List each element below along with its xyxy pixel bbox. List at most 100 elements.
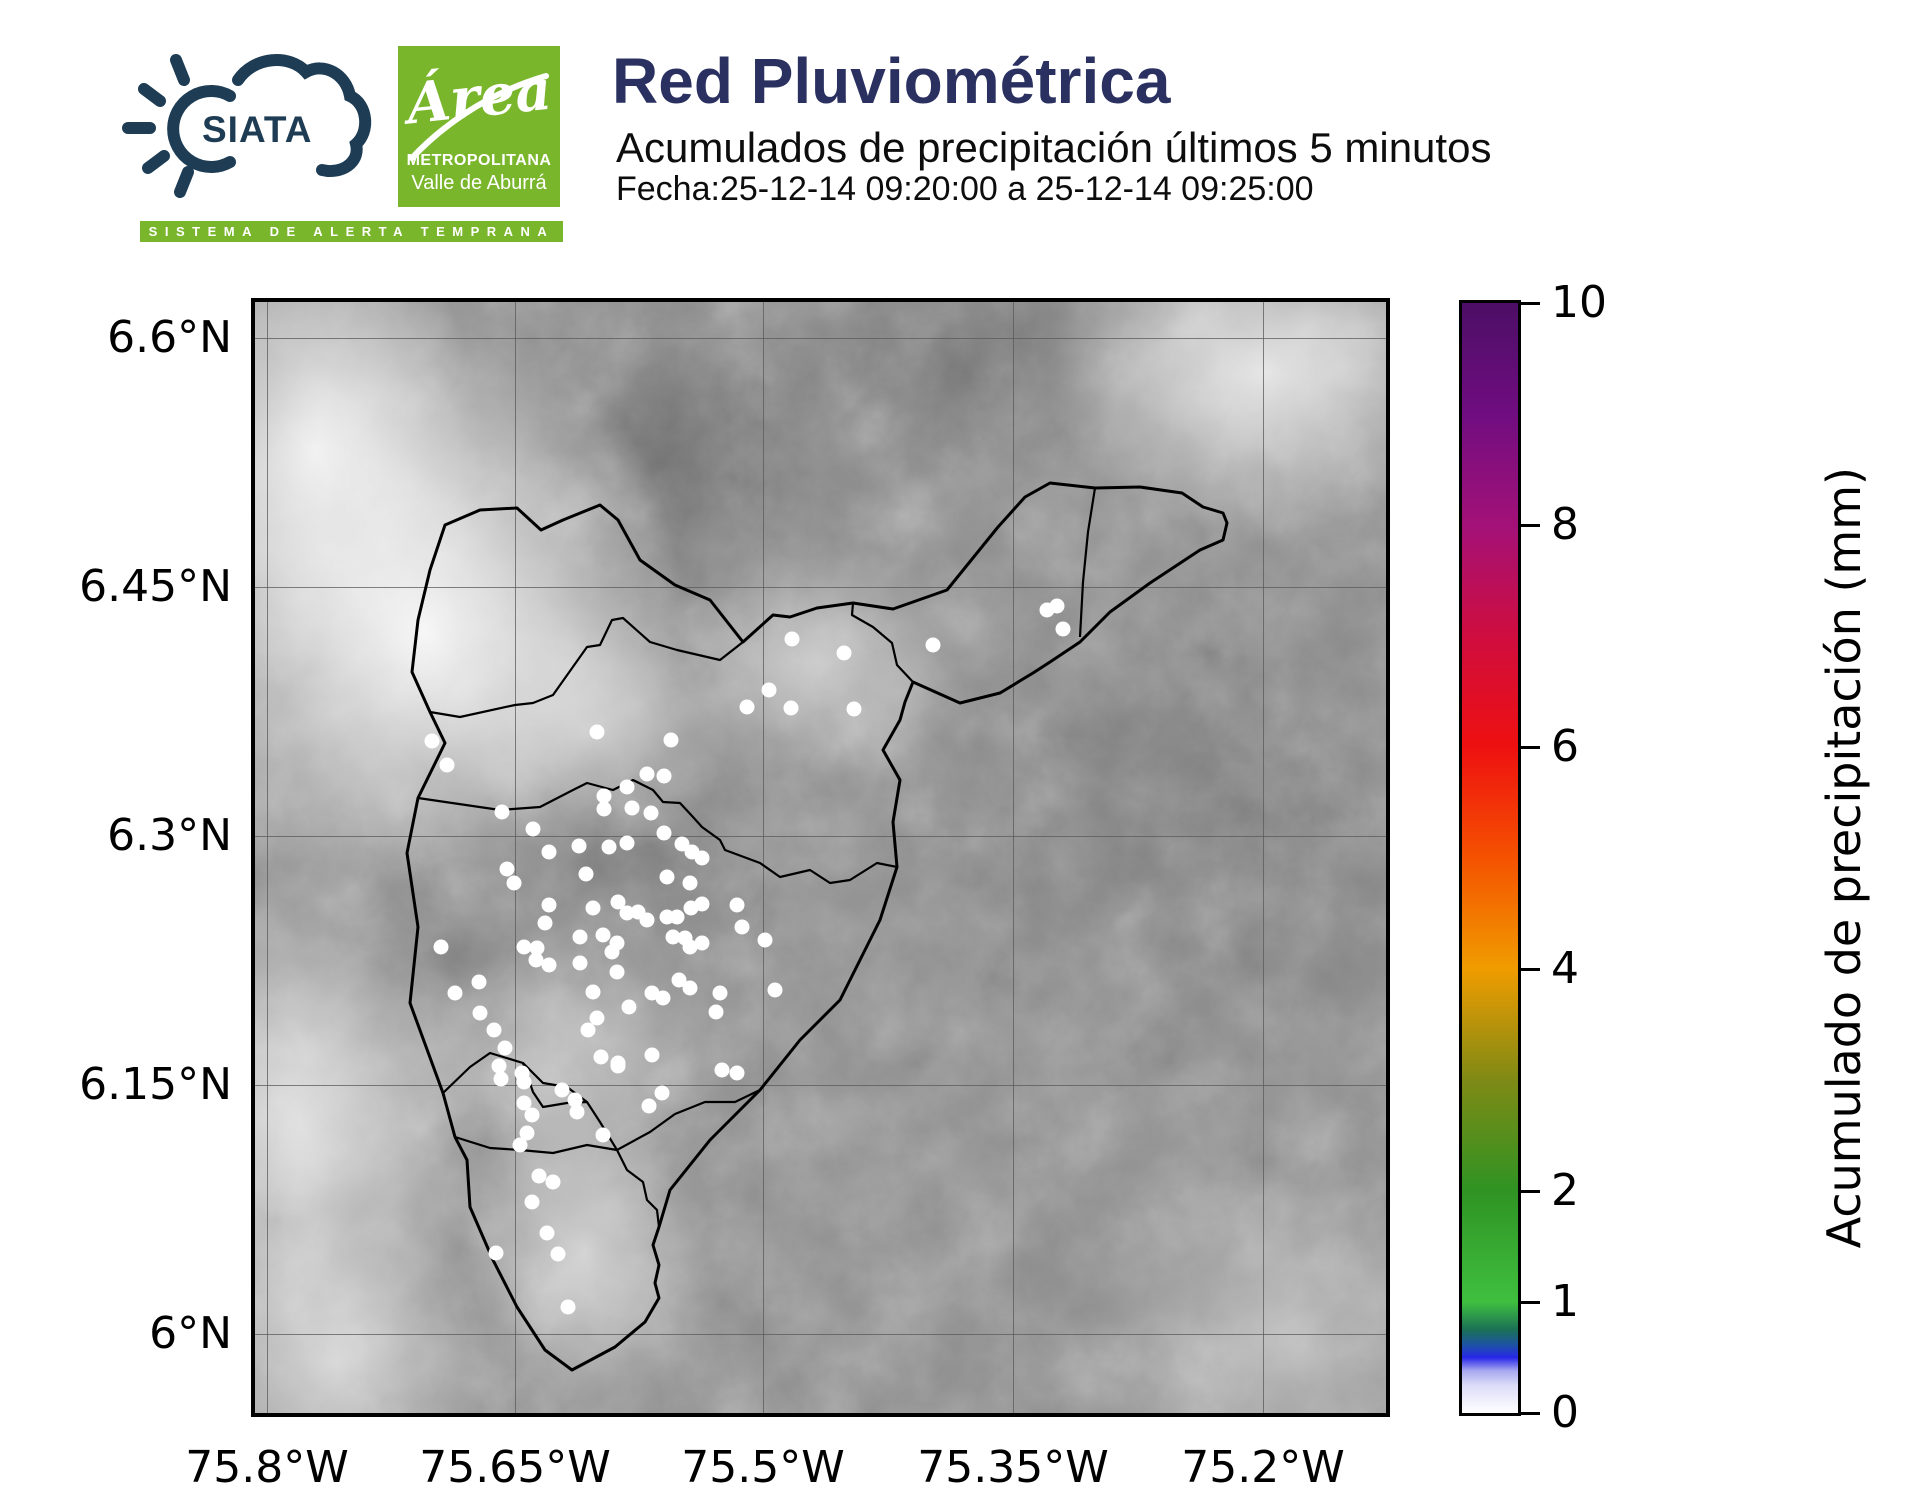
- gridline-horizontal: [255, 1333, 1386, 1335]
- station-dot: [739, 699, 755, 715]
- y-axis-tick-label: 6.6°N: [107, 312, 232, 363]
- station-dot: [569, 1104, 585, 1120]
- station-dot: [643, 805, 659, 821]
- station-dot: [585, 900, 601, 916]
- station-dot: [610, 894, 626, 910]
- colorbar-axis-label-text: Acumulado de precipitación (mm): [1817, 467, 1871, 1249]
- x-axis-tick-label: 75.2°W: [1181, 1442, 1345, 1493]
- x-axis-tick-label: 75.5°W: [681, 1442, 845, 1493]
- station-dot: [491, 1058, 507, 1074]
- station-dot: [589, 1010, 605, 1026]
- station-dot: [621, 999, 637, 1015]
- station-dot: [529, 940, 545, 956]
- station-dot: [497, 1040, 513, 1056]
- station-dot: [471, 974, 487, 990]
- station-dot: [554, 1082, 570, 1098]
- colorbar-tick-mark: [1521, 1189, 1540, 1193]
- station-dot: [499, 861, 515, 877]
- municipality-divider: [417, 778, 898, 885]
- station-dot: [516, 939, 532, 955]
- station-dot: [656, 825, 672, 841]
- station-dot: [846, 701, 862, 717]
- station-dot: [512, 1137, 528, 1153]
- colorbar-tick-mark: [1521, 967, 1540, 971]
- gridline-vertical: [762, 302, 764, 1413]
- station-dot: [682, 875, 698, 891]
- station-dot: [516, 1074, 532, 1090]
- gridline-horizontal: [255, 1084, 1386, 1086]
- x-axis-tick-label: 75.8°W: [185, 1442, 349, 1493]
- gridline-horizontal: [255, 835, 1386, 837]
- station-dot: [433, 939, 449, 955]
- rain-gauge-stations: [424, 598, 1071, 1315]
- municipality-divider: [850, 602, 915, 703]
- station-dot: [619, 835, 635, 851]
- station-dot: [560, 1299, 576, 1315]
- station-dot: [712, 985, 728, 1001]
- colorbar-tick-label: 4: [1551, 943, 1579, 994]
- station-dot: [619, 779, 635, 795]
- station-dot: [601, 839, 617, 855]
- station-dot: [656, 768, 672, 784]
- amva-logo: Área METROPOLITANA Valle de Aburrá: [398, 46, 560, 207]
- station-dot: [729, 1065, 745, 1081]
- y-axis-tick-label: 6.3°N: [107, 810, 232, 861]
- date-range: Fecha:25-12-14 09:20:00 a 25-12-14 09:25…: [616, 170, 1314, 208]
- station-dot: [619, 905, 635, 921]
- station-dot: [539, 1225, 555, 1241]
- station-dot: [545, 1174, 561, 1190]
- station-dot: [734, 919, 750, 935]
- station-dot: [757, 932, 773, 948]
- page-subtitle: Acumulados de precipitación últimos 5 mi…: [616, 124, 1492, 171]
- station-dot: [516, 1095, 532, 1111]
- station-dot: [708, 1004, 724, 1020]
- station-dot: [528, 952, 544, 968]
- station-dot: [1055, 621, 1071, 637]
- station-dot: [531, 1168, 547, 1184]
- station-dot: [589, 724, 605, 740]
- colorbar: [1459, 300, 1521, 1416]
- station-dot: [925, 637, 941, 653]
- station-dot: [486, 1022, 502, 1038]
- station-dot: [694, 850, 710, 866]
- colorbar-tick-label: 1: [1551, 1276, 1579, 1327]
- gridline-vertical: [514, 302, 516, 1413]
- colorbar-tick-label: 2: [1551, 1165, 1579, 1216]
- station-dot: [525, 821, 541, 837]
- station-dot: [593, 1049, 609, 1065]
- station-dot: [585, 984, 601, 1000]
- gridline-horizontal: [255, 337, 1386, 339]
- station-dot: [541, 844, 557, 860]
- station-dot: [609, 964, 625, 980]
- sistema-alerta-banner: SISTEMA DE ALERTA TEMPRANA: [140, 221, 563, 242]
- amva-logo-line2: METROPOLITANA: [406, 152, 552, 169]
- colorbar-tick-label: 10: [1551, 277, 1607, 328]
- y-axis-tick-label: 6°N: [149, 1308, 232, 1359]
- amva-logo-line3: Valle de Aburrá: [411, 172, 547, 194]
- station-dot: [571, 838, 587, 854]
- station-dot: [767, 982, 783, 998]
- station-dot: [639, 912, 655, 928]
- colorbar-tick-label: 6: [1551, 721, 1579, 772]
- station-dot: [596, 788, 612, 804]
- station-dot: [580, 1022, 596, 1038]
- station-dot: [524, 1194, 540, 1210]
- station-dot: [659, 869, 675, 885]
- gridline-vertical: [1012, 302, 1014, 1413]
- terrain-texture: [255, 302, 1386, 1413]
- station-dot: [663, 732, 679, 748]
- station-dot: [610, 1055, 626, 1071]
- station-dot: [624, 800, 640, 816]
- station-dot: [674, 836, 690, 852]
- siata-logo: SIATA: [122, 54, 372, 198]
- station-dot: [550, 1246, 566, 1262]
- page-title: Red Pluviométrica: [612, 45, 1171, 117]
- station-dot: [729, 897, 745, 913]
- station-dot: [493, 1071, 509, 1087]
- station-dot: [472, 1005, 488, 1021]
- station-dot: [519, 1125, 535, 1141]
- station-dot: [671, 972, 687, 988]
- map-plot: [251, 298, 1390, 1417]
- gridline-horizontal: [255, 586, 1386, 588]
- station-dot: [639, 766, 655, 782]
